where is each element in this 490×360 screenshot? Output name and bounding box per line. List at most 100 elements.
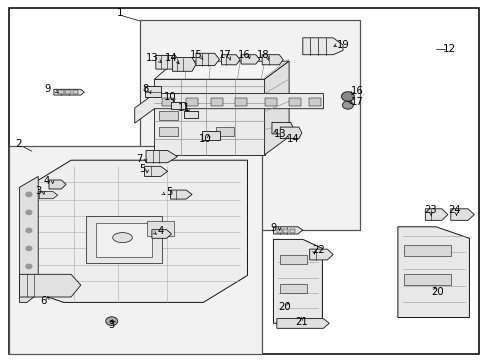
Polygon shape (273, 227, 303, 234)
Ellipse shape (113, 233, 132, 243)
Text: 15: 15 (190, 50, 202, 60)
Bar (140, 20, 360, 230)
Text: 24: 24 (448, 204, 461, 215)
Bar (404, 274, 451, 285)
Polygon shape (277, 319, 329, 328)
Bar (96, 223, 152, 257)
Polygon shape (54, 89, 84, 95)
Bar (404, 245, 451, 256)
Polygon shape (202, 131, 220, 140)
Text: 2: 2 (15, 139, 22, 149)
Text: 13: 13 (146, 53, 158, 63)
Polygon shape (310, 249, 333, 260)
Text: 14: 14 (165, 53, 178, 63)
Polygon shape (171, 190, 192, 199)
Text: 3: 3 (35, 186, 41, 196)
Circle shape (106, 317, 118, 325)
Text: 10: 10 (164, 92, 177, 102)
Polygon shape (146, 150, 177, 163)
Text: 18: 18 (257, 50, 270, 60)
Polygon shape (184, 111, 198, 118)
Text: 7: 7 (136, 154, 143, 164)
Circle shape (343, 101, 353, 109)
Polygon shape (241, 55, 260, 64)
Text: 13: 13 (274, 129, 287, 139)
Bar (159, 127, 178, 136)
Polygon shape (280, 127, 302, 139)
Bar (86, 216, 162, 263)
Polygon shape (303, 38, 343, 55)
Text: 21: 21 (295, 317, 308, 327)
Text: 5: 5 (166, 186, 172, 197)
Text: 8: 8 (142, 84, 148, 94)
Bar (147, 221, 174, 236)
Polygon shape (20, 274, 81, 297)
Text: 20: 20 (431, 287, 443, 297)
Polygon shape (145, 166, 168, 176)
Polygon shape (39, 192, 58, 199)
Text: 9: 9 (45, 84, 51, 94)
Text: 11: 11 (177, 103, 190, 113)
Polygon shape (49, 180, 66, 189)
Polygon shape (172, 58, 196, 71)
Bar (290, 229, 295, 233)
Bar (309, 98, 321, 106)
Circle shape (342, 92, 354, 101)
Polygon shape (27, 160, 247, 302)
Text: 5: 5 (139, 164, 146, 174)
Text: 17: 17 (351, 96, 364, 107)
Text: 9: 9 (270, 222, 277, 233)
Text: 22: 22 (312, 245, 325, 255)
Text: 20: 20 (278, 302, 291, 312)
Polygon shape (145, 86, 161, 97)
Polygon shape (272, 122, 294, 134)
Polygon shape (156, 55, 179, 69)
Bar (58, 90, 64, 94)
Circle shape (26, 192, 32, 197)
Polygon shape (196, 53, 220, 66)
Text: 23: 23 (424, 204, 437, 215)
Polygon shape (398, 227, 469, 318)
Polygon shape (154, 79, 265, 155)
Polygon shape (221, 55, 240, 65)
Circle shape (26, 264, 32, 269)
Text: 12: 12 (443, 44, 457, 54)
Bar (186, 98, 198, 106)
Bar (265, 98, 277, 106)
Text: 3: 3 (109, 320, 115, 330)
Polygon shape (451, 209, 474, 220)
Circle shape (26, 246, 32, 251)
Bar (73, 90, 78, 94)
Text: 6: 6 (40, 296, 47, 306)
Bar (280, 255, 307, 264)
Bar (159, 111, 178, 120)
Polygon shape (152, 230, 172, 238)
Bar (235, 98, 247, 106)
Polygon shape (20, 176, 38, 302)
Bar (289, 98, 301, 106)
Polygon shape (171, 102, 185, 109)
Text: 4: 4 (158, 226, 164, 236)
Bar (65, 90, 71, 94)
Bar (277, 229, 282, 233)
Circle shape (26, 228, 32, 233)
Polygon shape (135, 94, 323, 123)
Bar (211, 98, 223, 106)
Bar (9, 146, 262, 354)
Text: 10: 10 (198, 134, 211, 144)
Text: 17: 17 (219, 50, 232, 60)
Text: 4: 4 (44, 176, 49, 186)
Circle shape (26, 282, 32, 287)
Bar (280, 284, 307, 293)
Polygon shape (273, 239, 322, 323)
Text: 19: 19 (337, 40, 349, 50)
Polygon shape (425, 209, 448, 220)
Bar (162, 98, 174, 106)
Bar (216, 127, 234, 136)
Text: 16: 16 (351, 86, 364, 96)
Polygon shape (154, 61, 289, 79)
Polygon shape (262, 55, 283, 65)
Text: 16: 16 (238, 50, 250, 60)
Bar (283, 229, 288, 233)
Polygon shape (265, 61, 289, 155)
